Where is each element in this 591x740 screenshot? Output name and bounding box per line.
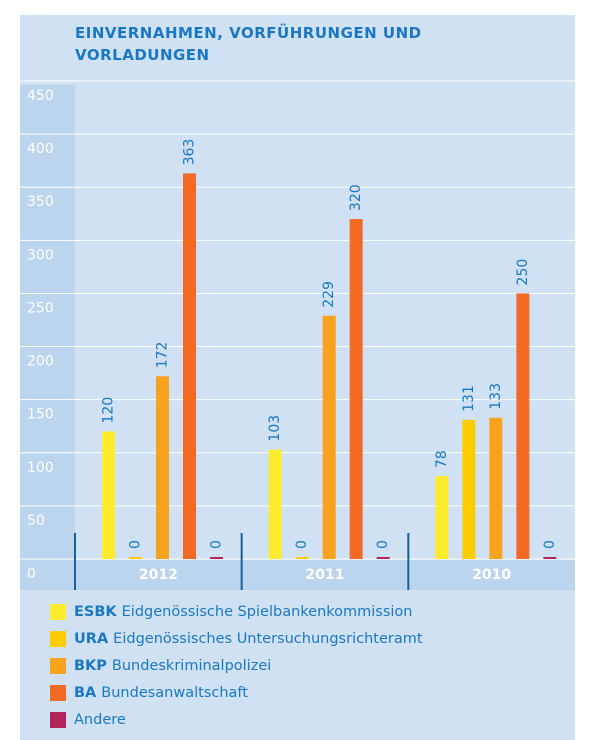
value-label: 120 <box>101 397 117 424</box>
legend-swatch <box>50 631 66 647</box>
x-tick-label: 2012 <box>139 567 178 583</box>
y-tick-label: 150 <box>27 407 54 423</box>
y-tick-label: 400 <box>27 141 54 157</box>
value-label: 0 <box>128 540 144 549</box>
legend-swatch <box>50 604 66 620</box>
y-tick-label: 200 <box>27 354 54 370</box>
value-label: 229 <box>321 281 337 308</box>
bar <box>489 417 503 559</box>
value-label: 0 <box>294 540 310 549</box>
bar <box>102 431 115 559</box>
bar <box>156 376 169 559</box>
legend-name: BA <box>74 685 97 701</box>
bar <box>295 557 309 559</box>
legend-label: Eidgenössisches Untersuchungsrichteramt <box>113 631 423 647</box>
x-tick-label: 2010 <box>472 567 511 583</box>
legend-name: Andere <box>74 712 126 728</box>
y-tick-label: 350 <box>27 194 54 210</box>
legend-name: URA <box>74 631 109 647</box>
value-label: 250 <box>515 259 531 286</box>
y-tick-label: 100 <box>27 460 54 476</box>
x-tick-label: 2011 <box>306 567 345 583</box>
legend-entry: URA Eidgenössisches Untersuchungsrichtera… <box>74 631 423 647</box>
bar <box>268 449 282 559</box>
legend-label: Bundesanwaltschaft <box>101 685 248 701</box>
legend-name: ESBK <box>74 604 117 620</box>
bar <box>322 315 336 559</box>
legend-swatch <box>50 685 66 701</box>
bar <box>376 557 390 559</box>
legend-entry: Andere <box>74 712 126 728</box>
legend-name: BKP <box>74 658 107 674</box>
value-label: 78 <box>434 450 450 468</box>
bar <box>462 419 476 559</box>
bar <box>435 476 449 559</box>
bar <box>129 557 142 559</box>
bar <box>210 557 223 559</box>
legend-entry: BKP Bundeskriminalpolizei <box>74 658 271 674</box>
value-label: 103 <box>267 415 283 442</box>
legend-entry: BA Bundesanwaltschaft <box>74 685 248 701</box>
value-label: 172 <box>155 342 171 369</box>
y-tick-label: 300 <box>27 247 54 263</box>
value-label: 133 <box>488 383 504 410</box>
y-tick-label: 0 <box>27 566 36 582</box>
y-tick-label: 450 <box>27 88 54 104</box>
legend-swatch <box>50 658 66 674</box>
legend-label: Bundeskriminalpolizei <box>112 658 271 674</box>
value-label: 0 <box>542 540 558 549</box>
title-box: EINVERNAHMEN, VORFÜHRUNGEN UND VORLADUNG… <box>75 24 422 64</box>
value-label: 320 <box>348 184 364 211</box>
y-tick-label: 250 <box>27 300 54 316</box>
legend-swatch <box>50 712 66 728</box>
bar <box>543 557 557 559</box>
chart-title: EINVERNAHMEN, VORFÜHRUNGEN UND VORLADUNG… <box>75 24 422 64</box>
bar <box>349 219 363 560</box>
legend-label: Eidgenössische Spielbankenkommission <box>122 604 413 620</box>
value-label: 363 <box>182 139 198 166</box>
value-label: 0 <box>375 540 391 549</box>
y-tick-label: 50 <box>27 513 45 529</box>
bar <box>183 173 196 559</box>
value-label: 131 <box>461 385 477 412</box>
panel <box>20 15 575 740</box>
value-label: 0 <box>209 540 225 549</box>
legend-entry: ESBK Eidgenössische Spielbankenkommission <box>74 604 413 620</box>
bar <box>516 293 530 559</box>
x-axis-strip <box>20 560 575 590</box>
